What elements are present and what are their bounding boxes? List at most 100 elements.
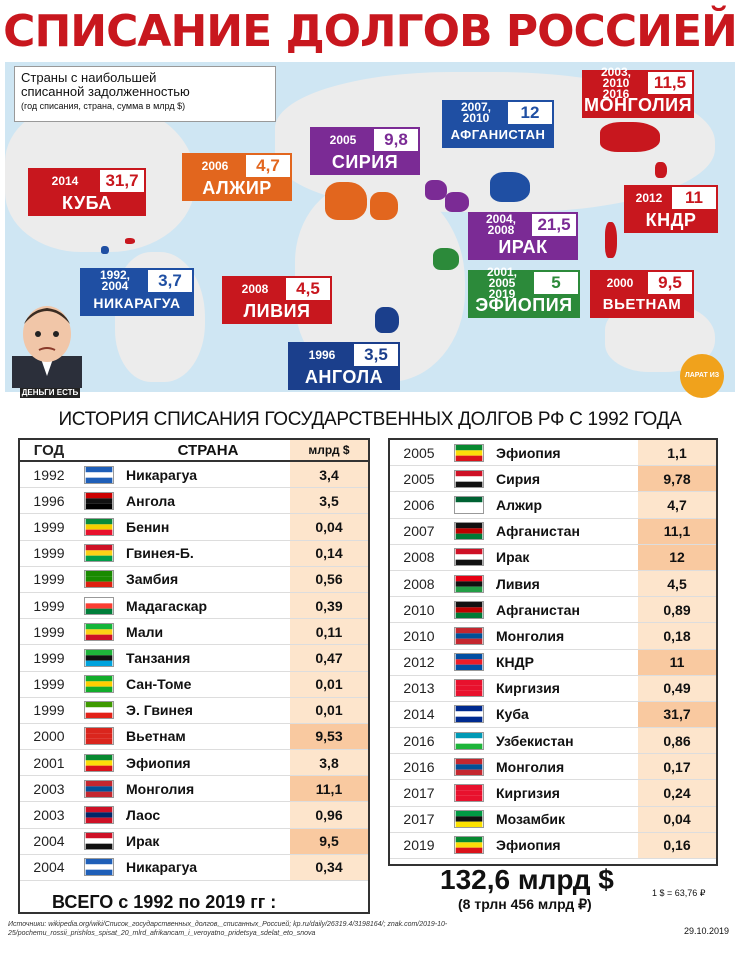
row-year: 2001: [33, 754, 65, 771]
row-value: 0,04: [290, 514, 368, 540]
flag-icon: [78, 675, 120, 694]
row-year: 2004: [33, 833, 65, 850]
table-row: 2013 Киргизия 0,49: [390, 675, 716, 702]
label-country: АНГОЛА: [290, 366, 398, 388]
row-country: Афганистан: [496, 523, 580, 540]
table-row: 1992 Никарагуа 3,4: [20, 462, 368, 489]
label-amount: 4,7: [246, 155, 290, 177]
label-amount: 5: [534, 272, 578, 294]
flag-icon: [454, 443, 484, 462]
header-flag-spacer: [78, 440, 120, 460]
label-country: КНДР: [626, 209, 716, 231]
row-country: Куба: [496, 706, 529, 723]
table-row: 1999 Мадагаскар 0,39: [20, 592, 368, 620]
row-value: 0,18: [638, 623, 716, 649]
row-value: 1,1: [638, 440, 716, 466]
row-country: Киргизия: [496, 680, 560, 697]
row-value: 11: [638, 649, 716, 675]
row-value: 0,56: [290, 566, 368, 592]
debt-table-left: ГОД СТРАНА млрд $ 1992 Никарагуа 3,4 1996 Ан…: [18, 438, 370, 914]
flag-icon: [448, 495, 490, 514]
map-label-angola: 1996 3,5 АНГОЛА: [288, 342, 400, 390]
country-libya: [370, 192, 398, 220]
row-year: 2008: [403, 575, 435, 592]
table-row: 2001 Эфиопия 3,8: [20, 750, 368, 777]
row-year: 2010: [403, 601, 435, 618]
flag-icon: [454, 784, 484, 803]
flag-icon: [84, 544, 114, 563]
flag-icon: [84, 675, 114, 694]
label-years: 2005: [312, 129, 374, 151]
flag-icon: [448, 757, 490, 776]
row-value: 0,86: [638, 728, 716, 754]
row-year: 1999: [33, 597, 65, 614]
flag-icon: [454, 600, 484, 619]
row-year: 2003: [33, 780, 65, 797]
label-country: КУБА: [30, 192, 144, 214]
country-vietnam: [605, 222, 617, 258]
row-value: 3,8: [290, 750, 368, 776]
table-row: 2010 Монголия 0,18: [390, 623, 716, 650]
table-title: ИСТОРИЯ СПИСАНИЯ ГОСУДАРСТВЕННЫХ ДОЛГОВ …: [58, 409, 682, 430]
flag-icon: [84, 570, 114, 589]
table-row: 2008 Ливия 4,5: [390, 570, 716, 598]
row-country: Никарагуа: [126, 466, 198, 483]
total-label: ВСЕГО с 1992 по 2019 гг :: [52, 892, 277, 912]
row-value: 11,1: [290, 776, 368, 802]
flag-icon: [78, 779, 120, 798]
row-year: 2004: [33, 859, 65, 876]
flag-icon: [78, 491, 120, 510]
map-label-afghanistan: 2007, 2010 12 АФГАНИСТАН: [442, 100, 554, 148]
row-country: Монголия: [126, 780, 195, 797]
table-row: 2019 Эфиопия 0,16: [390, 832, 716, 859]
country-cuba: [125, 238, 135, 244]
row-country: Э. Гвинея: [126, 702, 193, 719]
table-row: 2005 Сирия 9,78: [390, 466, 716, 493]
row-value: 0,34: [290, 854, 368, 880]
row-country: Никарагуа: [126, 859, 198, 876]
label-years: 1996: [290, 344, 354, 366]
table-row: 1999 Бенин 0,04: [20, 514, 368, 541]
flag-icon: [448, 548, 490, 567]
map-label-libya: 2008 4,5 ЛИВИЯ: [222, 276, 332, 324]
label-amount: 11,5: [648, 72, 692, 94]
header-value: млрд $: [290, 440, 368, 460]
country-north-korea: [655, 162, 667, 178]
legend-line-1: Страны с наибольшей: [21, 70, 157, 85]
table-row: 2006 Алжир 4,7: [390, 492, 716, 519]
row-value: 0,14: [290, 540, 368, 566]
flag-icon: [84, 701, 114, 720]
row-country: Гвинея-Б.: [126, 545, 194, 562]
caricature-portrait: [12, 306, 82, 388]
flag-icon: [78, 753, 120, 772]
row-year: 1999: [33, 649, 65, 666]
flag-icon: [78, 858, 120, 877]
flag-icon: [84, 858, 114, 877]
row-country: КНДР: [496, 654, 534, 671]
row-year: 2003: [33, 807, 65, 824]
flag-icon: [78, 648, 120, 667]
row-value: 9,5: [290, 828, 368, 854]
country-mongolia: [600, 122, 660, 152]
label-amount: 12: [508, 102, 552, 124]
table-row: 1999 Э. Гвинея 0,01: [20, 697, 368, 724]
flag-icon: [78, 727, 120, 746]
flag-icon: [454, 495, 484, 514]
flag-icon: [448, 810, 490, 829]
flag-icon: [454, 653, 484, 672]
publish-date: 29.10.2019: [684, 926, 730, 936]
label-country: ВЬЕТНАМ: [592, 294, 692, 316]
flag-icon: [84, 753, 114, 772]
row-value: 0,89: [638, 597, 716, 623]
label-country: ИРАК: [470, 236, 576, 258]
flag-icon: [454, 731, 484, 750]
country-iraq: [445, 192, 469, 212]
row-year: 2013: [403, 680, 435, 697]
label-country: НИКАРАГУА: [82, 292, 192, 314]
row-country: Киргизия: [496, 785, 560, 802]
row-year: 1999: [33, 623, 65, 640]
table-row: 1996 Ангола 3,5: [20, 488, 368, 515]
row-value: 9,78: [638, 466, 716, 492]
flag-icon: [78, 832, 120, 851]
map-label-vietnam: 2000 9,5 ВЬЕТНАМ: [590, 270, 694, 318]
